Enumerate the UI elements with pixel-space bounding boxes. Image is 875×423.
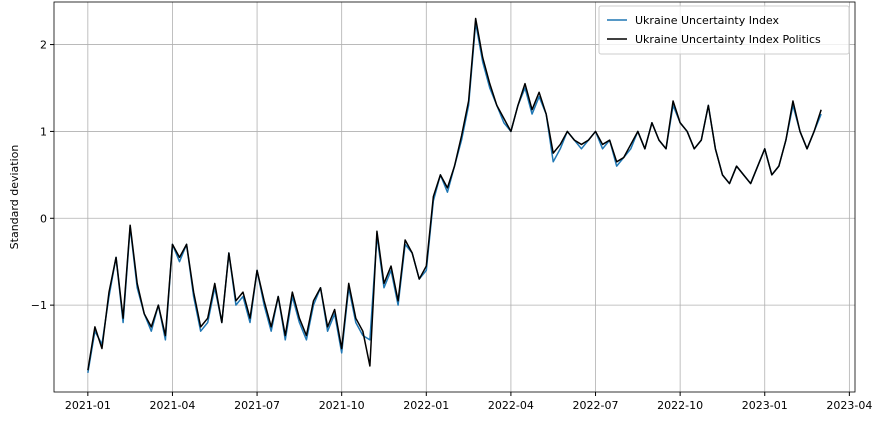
x-tick-label: 2022-04: [488, 399, 534, 412]
plot-frame: [53, 1, 856, 393]
x-tick-label: 2022-01: [403, 399, 449, 412]
y-tick-label: −1: [31, 299, 47, 312]
x-tick-label: 2021-07: [234, 399, 280, 412]
series-line: [87, 17, 822, 371]
x-tick-label: 2022-10: [657, 399, 703, 412]
legend-label: Ukraine Uncertainty Index: [635, 14, 780, 27]
y-tick-label: 1: [40, 125, 47, 138]
y-tick-label: 0: [40, 212, 47, 225]
x-tick-label: 2021-04: [149, 399, 195, 412]
x-tick-label: 2022-07: [573, 399, 619, 412]
x-tick-label: 2023-01: [742, 399, 788, 412]
x-tick-label: 2021-10: [319, 399, 365, 412]
series-line: [87, 22, 822, 374]
legend-box: [598, 5, 850, 55]
x-tick-label: 2021-01: [65, 399, 111, 412]
y-tick-label: 2: [40, 39, 47, 52]
legend-label: Ukraine Uncertainty Index Politics: [635, 33, 821, 46]
x-tick-label: 2023-04: [826, 399, 872, 412]
y-axis-label: Standard deviation: [8, 145, 21, 250]
legend: Ukraine Uncertainty Index Ukraine Uncerta…: [598, 5, 850, 55]
